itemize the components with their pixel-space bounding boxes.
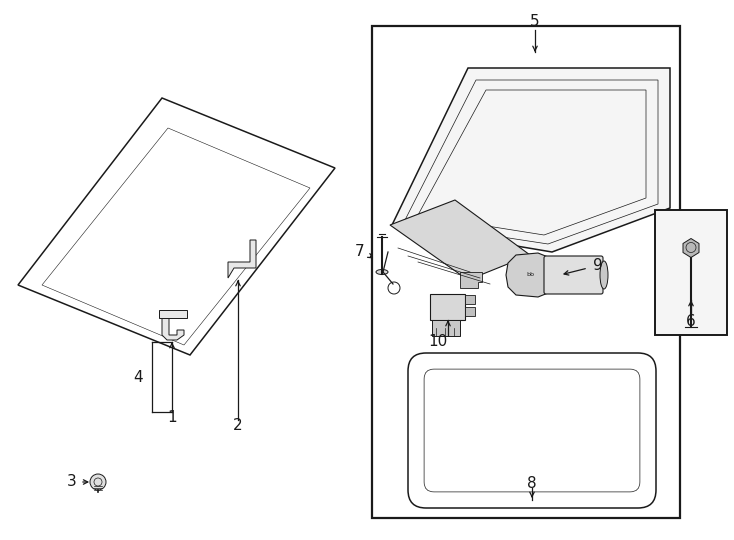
Bar [430, 294, 465, 320]
Bar [465, 295, 475, 304]
Polygon shape [392, 68, 670, 252]
Text: bb: bb [526, 273, 534, 278]
Polygon shape [159, 310, 187, 318]
Text: 4: 4 [133, 369, 143, 384]
Bar [432, 320, 460, 336]
Bar [655, 210, 727, 335]
Circle shape [90, 474, 106, 490]
Text: 1: 1 [167, 410, 177, 426]
Polygon shape [390, 200, 530, 280]
Text: 5: 5 [530, 15, 539, 30]
Bar [372, 26, 680, 518]
Ellipse shape [600, 261, 608, 289]
Text: 3: 3 [67, 475, 77, 489]
Text: 2: 2 [233, 418, 243, 434]
Text: 7: 7 [355, 245, 365, 260]
Polygon shape [228, 240, 256, 278]
Polygon shape [460, 272, 482, 288]
Polygon shape [162, 318, 184, 340]
Ellipse shape [376, 269, 388, 274]
Text: 8: 8 [527, 476, 537, 491]
Text: 6: 6 [686, 314, 696, 329]
FancyBboxPatch shape [544, 256, 603, 294]
Bar [465, 307, 475, 316]
Text: 9: 9 [593, 258, 603, 273]
Polygon shape [683, 239, 699, 258]
Polygon shape [506, 253, 548, 297]
Text: 10: 10 [429, 334, 448, 349]
